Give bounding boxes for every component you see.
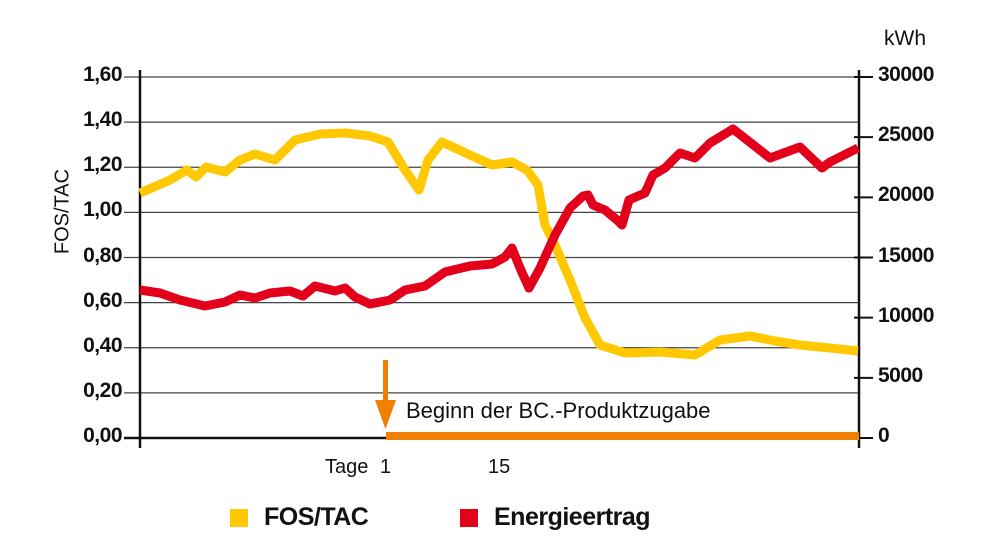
down-arrow-icon: [375, 400, 396, 429]
right-axis-title: kWh: [884, 27, 926, 50]
legend-swatch-fos-tac: [230, 508, 248, 527]
right-tick-label: 25000: [878, 123, 934, 147]
x-tick-1: 1: [380, 456, 392, 478]
series-line-energieertrag: [139, 124, 861, 311]
axes: [138, 70, 861, 448]
right-tick-label: 20000: [878, 183, 934, 207]
right-tick-label: 5000: [878, 363, 923, 387]
legend-label-energieertrag: Energieertrag: [494, 503, 651, 531]
right-tick-label: 10000: [878, 303, 934, 327]
right-tick-label: 30000: [878, 63, 934, 86]
left-tick-label: 1,20: [83, 153, 122, 177]
left-tick-label: 0,80: [83, 243, 122, 267]
x-tick-15: 15: [488, 456, 511, 478]
product-addition-bar: [386, 432, 859, 440]
right-tick-label: 15000: [878, 243, 934, 267]
series-layer: [138, 124, 861, 360]
x-axis-prefix: Tage: [325, 456, 369, 478]
left-tick-label: 0,00: [83, 424, 122, 447]
legend-label-fos-tac: FOS/TAC: [264, 503, 369, 531]
legend-swatch-energieertrag: [460, 508, 478, 527]
right-tick-label: 0: [878, 424, 890, 447]
left-tick-label: 0,40: [83, 333, 122, 357]
legend-item-fos-tac: FOS/TAC: [230, 503, 369, 532]
left-tick-label: 0,60: [83, 288, 122, 312]
left-tick-label: 0,20: [83, 378, 122, 402]
left-tick-label: 1,60: [83, 63, 122, 86]
annotation-marker: [375, 360, 859, 440]
legend-item-energieertrag: Energieertrag: [460, 503, 651, 532]
left-tick-label: 1,00: [83, 198, 122, 222]
annotation-label: Beginn der BC.-Produktzugabe: [406, 398, 711, 423]
left-tick-label: 1,40: [83, 108, 122, 132]
arrow-shaft: [383, 360, 388, 406]
series-line-fos-tac: [138, 128, 859, 360]
